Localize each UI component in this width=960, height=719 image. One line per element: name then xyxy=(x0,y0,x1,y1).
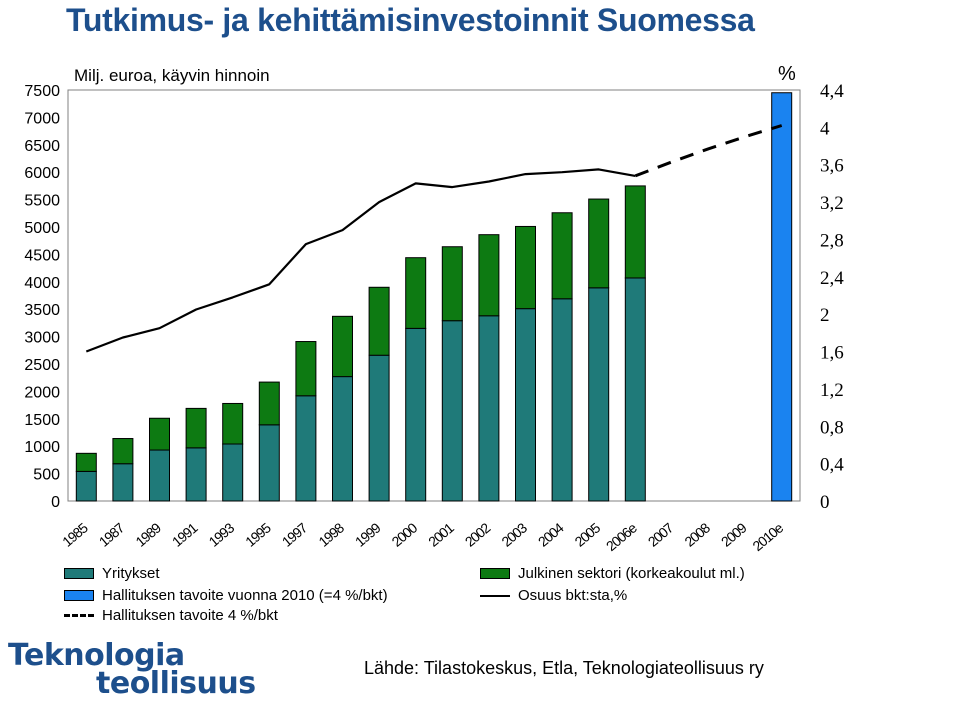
y-tick-label: 7000 xyxy=(24,110,60,127)
bar-julkinen xyxy=(75,452,97,472)
line-tavoite-4 xyxy=(634,124,783,178)
x-tick-label: 2003 xyxy=(498,519,530,549)
bar-yritykset xyxy=(75,470,97,502)
y2-tick-label: 4 xyxy=(820,118,830,139)
bar-yritykset xyxy=(222,443,244,502)
y2-tick-label: 0 xyxy=(820,492,830,513)
y2-tick-label: 1,2 xyxy=(820,380,844,401)
y-tick-label: 500 xyxy=(33,467,60,484)
bar-julkinen xyxy=(551,212,573,300)
source-note: Lähde: Tilastokeskus, Etla, Teknologiate… xyxy=(364,658,764,678)
y-tick-label: 6500 xyxy=(24,138,60,155)
bar-julkinen xyxy=(222,402,244,445)
bar-yritykset xyxy=(332,376,353,502)
bar-julkinen xyxy=(185,407,207,449)
y2-tick-label: 2,8 xyxy=(820,230,844,251)
y-tick-label: 2000 xyxy=(24,384,60,401)
y-tick-label: 3500 xyxy=(24,302,60,319)
x-tick-label: 1995 xyxy=(242,519,274,549)
y2-axis-ticks: 0 0,4 0,8 1,2 1,6 2 2,4 2,8 3,2 3,6 4 4,4 xyxy=(820,81,844,513)
y-tick-label: 4500 xyxy=(24,247,60,264)
x-tick-label: 2002 xyxy=(462,519,494,549)
teknologiateollisuus-logo: Teknologia teollisuus xyxy=(8,641,256,699)
y-tick-label: 5500 xyxy=(24,193,60,210)
bar-yritykset xyxy=(551,298,573,502)
y2-tick-label: 2 xyxy=(820,305,830,326)
y-tick-label: 1000 xyxy=(24,439,60,456)
y-axis-label: Milj. euroa, käyvin hinnoin xyxy=(74,66,270,85)
x-tick-label: 1993 xyxy=(206,519,238,549)
y2-tick-label: 3,6 xyxy=(820,156,844,177)
x-tick-label: 1997 xyxy=(279,519,311,549)
x-tick-label: 2007 xyxy=(645,519,677,549)
bar-yritykset xyxy=(112,463,134,502)
lines xyxy=(85,124,783,353)
y2-tick-label: 2,4 xyxy=(820,268,844,289)
x-tick-label: 1989 xyxy=(132,519,164,549)
y-tick-label: 2500 xyxy=(24,357,60,374)
y2-tick-label: 4,4 xyxy=(820,81,844,102)
x-tick-label: 2000 xyxy=(389,519,421,549)
bar-julkinen xyxy=(368,286,390,356)
y2-axis-label: % xyxy=(778,63,796,85)
y2-tick-label: 1,6 xyxy=(820,343,844,364)
x-tick-label: 1985 xyxy=(59,519,91,549)
y-tick-label: 3000 xyxy=(24,330,60,347)
bar-yritykset xyxy=(295,395,317,502)
x-tick-label: 1998 xyxy=(315,519,347,549)
bar-julkinen xyxy=(295,341,317,397)
plot-border xyxy=(67,89,801,502)
bar-julkinen xyxy=(624,185,646,279)
x-tick-label: 2004 xyxy=(535,519,567,549)
bar-julkinen xyxy=(478,234,500,317)
x-tick-label: 1991 xyxy=(169,519,201,549)
y-tick-label: 4000 xyxy=(24,275,60,292)
x-tick-label: 1999 xyxy=(352,519,384,549)
bar-yritykset xyxy=(185,447,207,502)
bar-yritykset xyxy=(478,315,500,502)
bar-julkinen xyxy=(332,315,353,378)
y-tick-label: 1500 xyxy=(24,412,60,429)
y2-tick-label: 0,4 xyxy=(820,455,844,476)
x-tick-label: 2008 xyxy=(681,519,713,549)
x-tick-label: 2006e xyxy=(603,519,640,554)
line-osuus-bkt xyxy=(85,168,636,353)
y-tick-label: 5000 xyxy=(24,220,60,237)
bar-julkinen xyxy=(515,225,536,310)
plot-frame xyxy=(67,89,801,502)
x-tick-label: 2009 xyxy=(718,519,750,549)
y-tick-label: 0 xyxy=(51,494,60,511)
bar-yritykset xyxy=(588,287,610,502)
bar-yritykset xyxy=(258,424,280,502)
bar-julkinen xyxy=(149,417,170,451)
bar-yritykset xyxy=(624,277,646,502)
y-tick-label: 6000 xyxy=(24,165,60,182)
bar-yritykset xyxy=(405,327,427,502)
bar-julkinen xyxy=(405,257,427,329)
bars xyxy=(75,92,793,502)
bar-julkinen xyxy=(588,198,610,289)
y-tick-label: 7500 xyxy=(24,83,60,100)
bar-yritykset xyxy=(515,308,536,502)
x-tick-label: 2010e xyxy=(749,519,786,554)
logo-line2: teollisuus xyxy=(96,666,256,701)
x-tick-label: 2005 xyxy=(572,519,604,549)
x-axis-ticks: 1985 1987 1989 1991 1993 1995 1997 1998 1999 2000… xyxy=(59,519,786,554)
bar-yritykset xyxy=(368,354,390,502)
y-axis-ticks: 0 500 1000 1500 2000 2500 3000 3500 4000 4500 5000… xyxy=(24,83,60,511)
x-tick-label: 1987 xyxy=(96,519,128,549)
chart-title: Tutkimus- ja kehittämisinvestoinnit Suom… xyxy=(66,2,755,38)
bar-yritykset xyxy=(149,449,170,502)
y2-tick-label: 3,2 xyxy=(820,193,844,214)
logo-line1: Teknologia xyxy=(8,638,185,673)
bar-julkinen xyxy=(112,438,134,465)
x-tick-label: 2001 xyxy=(425,519,457,549)
bar-tavoite-2010 xyxy=(771,92,793,502)
bar-julkinen xyxy=(258,381,280,426)
bar-yritykset xyxy=(441,320,463,502)
bar-julkinen xyxy=(441,246,463,322)
y2-tick-label: 0,8 xyxy=(820,417,844,438)
